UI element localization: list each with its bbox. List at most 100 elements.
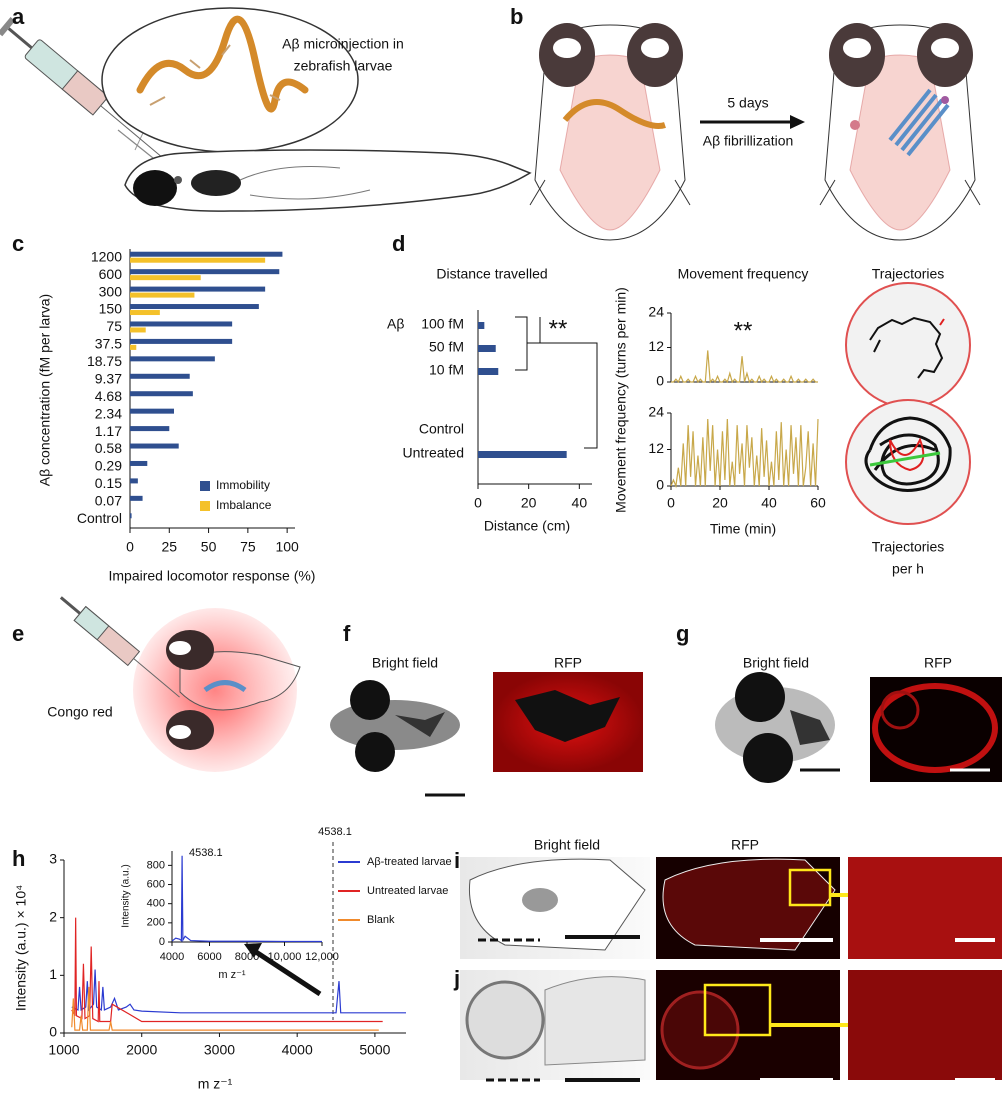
series-line [71,969,406,1014]
legend-label: Untreated larvae [367,885,448,897]
y-tick-label: 10 fM [429,362,464,378]
panel-label: h [12,846,25,871]
bar [130,257,266,263]
panel-b-illustration [529,23,981,241]
y-tick-label: 12 [648,440,664,456]
panel-label: a [12,4,25,29]
y-tick-label: 1.17 [95,423,122,439]
significance: ** [734,317,753,344]
y-tick-label: 0 [49,1024,57,1040]
panel-e-illustration [59,596,301,772]
bar [130,338,233,344]
bar [130,310,160,316]
y-tick-label: Control [419,421,464,437]
image-title: Bright field [372,655,438,671]
x-tick-label: 12,000 [305,951,339,963]
bar [130,513,132,519]
panel-label: g [676,621,689,646]
bar [130,286,266,292]
series-line [671,350,818,384]
series-line [171,855,323,943]
panel-title: Movement frequency [678,266,809,282]
bracket [515,316,598,449]
image-title: Bright field [743,655,809,671]
y-tick-label: 75 [106,318,122,334]
panel-label: i [454,848,460,873]
y-tick-label: 300 [99,283,123,299]
section-images [460,857,1002,1082]
bar [130,426,170,432]
annotation: 4538.1 [318,826,352,838]
x-tick-label: 25 [161,539,177,555]
bar [130,391,193,397]
x-tick-label: 8000 [235,951,259,963]
significance: ** [549,315,568,342]
x-tick-label: 5000 [359,1042,390,1058]
panel-label: j [453,966,460,991]
x-tick-label: 40 [761,495,777,511]
bar [130,251,283,257]
trajectory-plots [845,282,971,525]
bar [130,495,143,501]
arrow-label: Aβ fibrillization [703,133,794,149]
y-tick-label: 2.34 [95,405,122,421]
y-tick-label: 18.75 [87,353,122,369]
legend-swatch [200,501,210,511]
x-axis-label: Distance (cm) [484,518,570,534]
arrow-label: 5 days [727,95,768,111]
bar [130,356,215,362]
panel-label: e [12,621,24,646]
y-tick-label: 24 [648,304,664,320]
callout: Aβ microinjection in [282,36,404,52]
x-tick-label: 4000 [282,1042,313,1058]
x-tick-label: 1000 [48,1042,79,1058]
x-axis-label: m z⁻¹ [218,969,246,981]
y-tick-label: 12 [648,338,664,354]
x-axis-label: Time (min) [710,521,776,537]
x-tick-label: 50 [201,539,217,555]
x-tick-label: 10,000 [268,951,302,963]
y-tick-label: 200 [147,917,165,929]
bar [130,373,190,379]
y-tick-label: Control [77,510,122,526]
bar [130,443,179,449]
legend-label: Blank [367,914,395,926]
y-tick-label: 100 fM [421,316,464,332]
inset-arrowhead [244,943,262,958]
panel-a-illustration [0,7,532,212]
x-tick-label: 6000 [197,951,221,963]
y-tick-label: 0.29 [95,458,122,474]
x-tick-label: 3000 [204,1042,235,1058]
caption: Trajectories [872,539,945,555]
group-label: Aβ [387,316,404,332]
y-tick-label: 0.15 [95,475,122,491]
x-tick-label: 0 [474,495,482,511]
image-title: RFP [924,655,952,671]
x-tick-label: 60 [810,495,826,511]
inset-arrow [254,949,322,997]
y-tick-label: 600 [99,266,123,282]
y-axis-label: Intensity (a.u.) × 10⁴ [13,885,29,1011]
caption: per h [892,561,924,577]
microscopy-images [330,672,1002,797]
y-tick-label: 600 [147,878,165,890]
y-tick-label: 2 [49,908,57,924]
y-tick-label: 4.68 [95,388,122,404]
y-axis-label: Intensity (a.u.) [121,864,132,927]
y-tick-label: 1200 [91,248,122,264]
series-line [71,917,383,1023]
bar [478,322,485,329]
series-line [670,419,819,489]
image-title: RFP [731,837,759,853]
panel-label: c [12,231,24,256]
x-tick-label: 100 [275,539,299,555]
panel-title: Distance travelled [436,266,547,282]
bar [130,304,259,310]
legend-swatch [200,481,210,491]
bar [130,275,201,281]
annotation: 4538.1 [189,847,223,859]
y-tick-label: 0 [159,936,165,948]
y-tick-label: 0 [656,477,664,493]
x-tick-label: 20 [521,495,537,511]
